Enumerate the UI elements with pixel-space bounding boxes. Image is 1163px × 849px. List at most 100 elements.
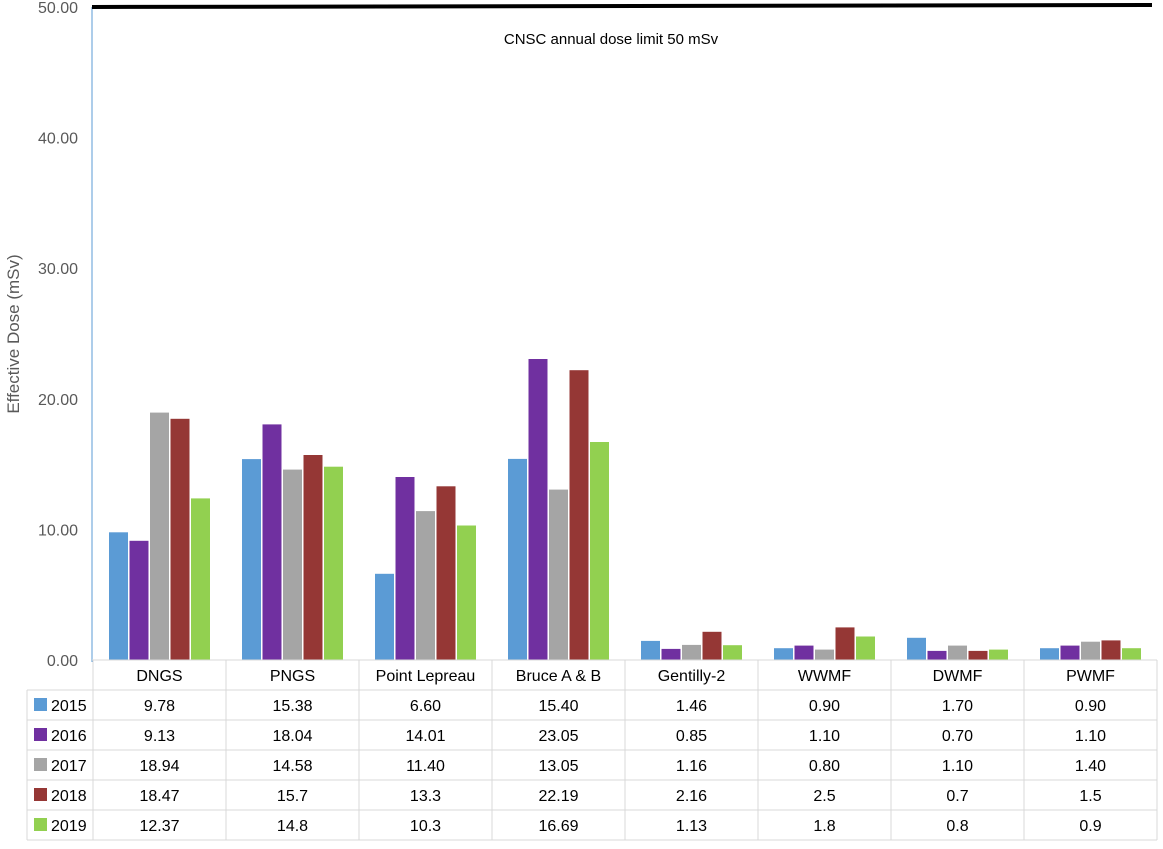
data-label: 13.05 xyxy=(538,758,578,775)
bar-2018-0 xyxy=(170,418,190,660)
legend-label: 2018 xyxy=(51,788,87,805)
data-label: 0.9 xyxy=(1079,818,1101,835)
dose-limit-label: CNSC annual dose limit 50 mSv xyxy=(504,31,719,48)
data-label: 22.19 xyxy=(538,788,578,805)
data-label: 1.8 xyxy=(813,818,835,835)
category-label: WWMF xyxy=(798,668,852,685)
data-label: 14.01 xyxy=(405,728,445,745)
data-label: 18.04 xyxy=(272,728,312,745)
bar-2017-6 xyxy=(948,645,967,660)
bar-2016-0 xyxy=(129,540,149,660)
bar-2019-5 xyxy=(856,636,875,660)
bar-2015-4 xyxy=(641,640,660,660)
bar-2018-5 xyxy=(835,627,855,660)
data-label: 2.16 xyxy=(676,788,707,805)
bar-2018-3 xyxy=(569,370,589,660)
bar-2015-1 xyxy=(242,459,261,660)
data-label: 0.85 xyxy=(676,728,707,745)
data-label: 0.80 xyxy=(809,758,840,775)
category-label: Point Lepreau xyxy=(376,668,476,685)
legend-label: 2016 xyxy=(51,728,87,745)
data-label: 1.40 xyxy=(1075,758,1106,775)
legend-key-2015 xyxy=(34,698,47,711)
data-label: 10.3 xyxy=(410,818,441,835)
legend-label: 2017 xyxy=(51,758,87,775)
legend-key-2019 xyxy=(34,818,47,831)
data-label: 0.8 xyxy=(946,818,968,835)
data-label: 0.90 xyxy=(1075,698,1106,715)
y-tick-label: 10.00 xyxy=(38,522,78,539)
dose-limit-line xyxy=(91,3,1153,9)
data-label: 6.60 xyxy=(410,698,441,715)
data-label: 1.10 xyxy=(1075,728,1106,745)
bar-2019-1 xyxy=(324,466,343,660)
data-label: 23.05 xyxy=(538,728,578,745)
data-label: 1.10 xyxy=(809,728,840,745)
bar-2018-1 xyxy=(303,455,323,660)
category-label: Gentilly-2 xyxy=(658,668,726,685)
data-label: 9.78 xyxy=(144,698,175,715)
legend-key-2016 xyxy=(34,728,47,741)
bar-2015-5 xyxy=(774,648,793,660)
data-label: 14.8 xyxy=(277,818,308,835)
bar-2016-3 xyxy=(528,359,548,660)
bar-2017-5 xyxy=(815,649,834,660)
category-label: PWMF xyxy=(1066,668,1115,685)
bar-2017-2 xyxy=(416,511,435,660)
data-label: 9.13 xyxy=(144,728,175,745)
data-label: 1.16 xyxy=(676,758,707,775)
data-label: 15.7 xyxy=(277,788,308,805)
bar-2016-5 xyxy=(794,645,814,660)
data-label: 0.70 xyxy=(942,728,973,745)
y-tick-label: 40.00 xyxy=(38,131,78,148)
data-label: 15.38 xyxy=(272,698,312,715)
data-label: 1.46 xyxy=(676,698,707,715)
bar-2018-6 xyxy=(968,650,988,660)
bar-2017-4 xyxy=(682,644,701,660)
bar-2016-7 xyxy=(1060,645,1080,660)
bar-2017-7 xyxy=(1081,641,1100,660)
bar-2019-3 xyxy=(590,442,609,660)
y-tick-label: 20.00 xyxy=(38,392,78,409)
bar-2015-3 xyxy=(508,458,527,660)
legend-key-2018 xyxy=(34,788,47,801)
y-tick-label: 50.00 xyxy=(38,0,78,17)
y-tick-label: 30.00 xyxy=(38,261,78,278)
category-label: Bruce A & B xyxy=(516,668,601,685)
legend-label: 2019 xyxy=(51,818,87,835)
bar-2015-6 xyxy=(907,637,926,660)
data-label: 2.5 xyxy=(813,788,835,805)
y-tick-label: 0.00 xyxy=(47,653,78,670)
data-label: 0.7 xyxy=(946,788,968,805)
bar-2019-7 xyxy=(1122,648,1141,660)
bar-2019-4 xyxy=(723,645,742,660)
data-label: 14.58 xyxy=(272,758,312,775)
bar-2017-3 xyxy=(549,489,568,660)
bar-2016-2 xyxy=(395,477,415,660)
bar-2016-4 xyxy=(661,648,681,660)
bar-2015-7 xyxy=(1040,648,1059,660)
data-label: 15.40 xyxy=(538,698,578,715)
category-label: PNGS xyxy=(270,668,315,685)
data-label: 0.90 xyxy=(809,698,840,715)
bar-2018-2 xyxy=(436,486,456,660)
bar-2018-7 xyxy=(1101,640,1121,660)
data-label: 16.69 xyxy=(538,818,578,835)
bar-2017-0 xyxy=(150,412,169,660)
category-label: DNGS xyxy=(136,668,182,685)
data-label: 12.37 xyxy=(139,818,179,835)
data-label: 13.3 xyxy=(410,788,441,805)
category-label: DWMF xyxy=(933,668,983,685)
data-label: 11.40 xyxy=(406,758,445,775)
data-label: 18.47 xyxy=(139,788,179,805)
data-label: 1.5 xyxy=(1079,788,1101,805)
data-label: 1.13 xyxy=(676,818,707,835)
data-label: 1.70 xyxy=(942,698,973,715)
legend-label: 2015 xyxy=(51,698,87,715)
bar-2019-6 xyxy=(989,649,1008,660)
legend-key-2017 xyxy=(34,758,47,771)
bar-2019-2 xyxy=(457,525,476,660)
y-axis-label: Effective Dose (mSv) xyxy=(4,254,23,413)
